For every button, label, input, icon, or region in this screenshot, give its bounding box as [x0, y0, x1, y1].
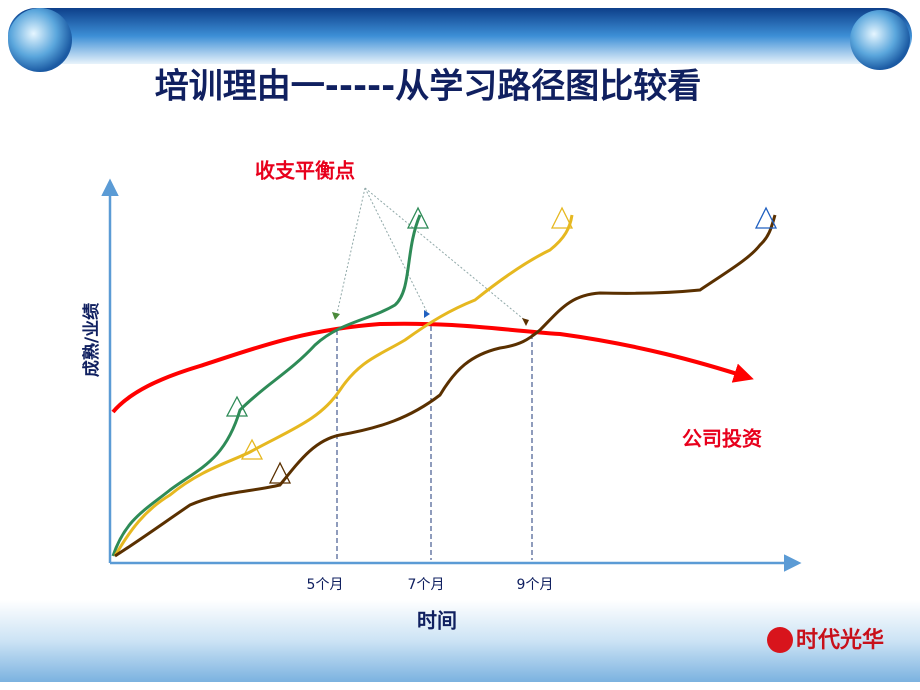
x-label: 时间 [417, 609, 457, 633]
header-band [8, 8, 912, 64]
annotation: 收支平衡点 [255, 159, 355, 183]
title: 培训理由一-----从学习路径图比较看 [155, 67, 702, 107]
footer-band [0, 600, 920, 682]
green-path [111, 214, 422, 557]
globe [850, 10, 910, 70]
x-mark: 7个月 [408, 577, 445, 593]
investment-curve [111, 321, 754, 414]
pointer-lines [335, 187, 528, 323]
break-even-lines [336, 326, 533, 560]
x-mark: 5个月 [307, 577, 344, 593]
globe [8, 8, 72, 72]
logo: 时代光华 [796, 627, 884, 653]
pointer-heads [332, 310, 529, 326]
logo-icon [767, 627, 793, 653]
brown-path [114, 214, 777, 558]
x-mark: 9个月 [517, 577, 554, 593]
yellow-path [113, 214, 574, 557]
investment-label: 公司投资 [682, 427, 762, 451]
triangles [225, 206, 778, 484]
y-label: 成熟/业绩 [81, 303, 102, 377]
